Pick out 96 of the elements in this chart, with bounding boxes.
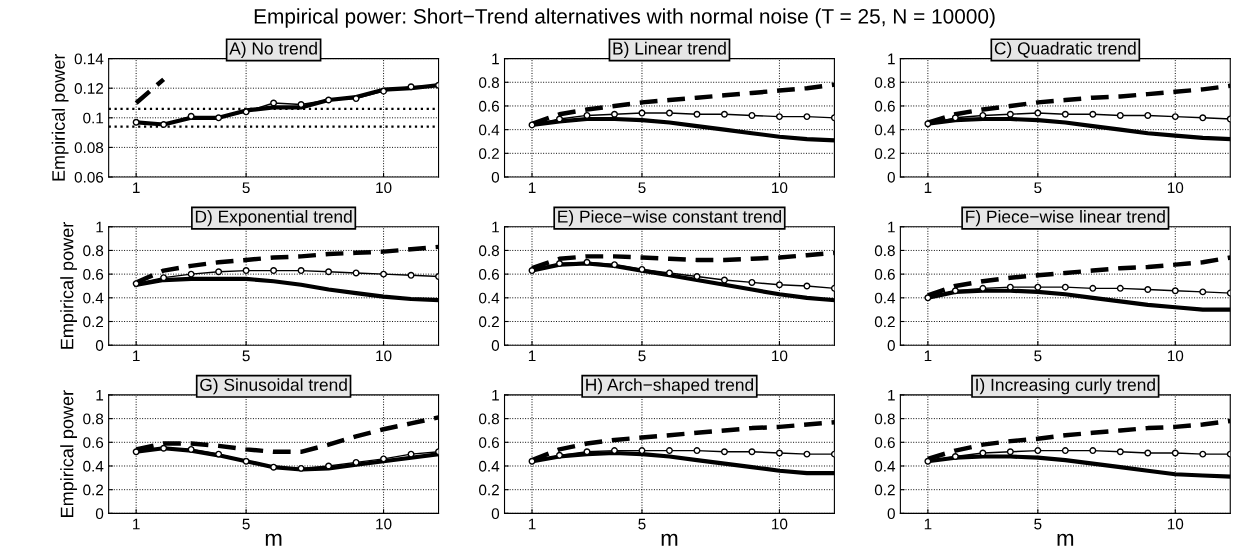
y-tick-label: 0: [491, 508, 500, 520]
x-tick-label: 5: [638, 350, 646, 362]
y-tick-label: 0.8: [479, 77, 499, 88]
chart-title: H) Arch−shaped trend: [586, 378, 754, 395]
text: Empirical power: Short−Trend alternatives with normal noise (T = 25, N = 10000): [254, 8, 995, 28]
y-tick-label: 1: [492, 53, 499, 65]
x-tick-label: 5: [638, 182, 646, 194]
x-tick-label: 1: [528, 182, 536, 193]
y-tick-label: 1: [888, 389, 895, 401]
y-tick-label: 0.1: [83, 112, 104, 124]
y-tick-label: 0.08: [74, 142, 104, 154]
y-tick-label: 1: [492, 221, 499, 233]
x-tick-label: 1: [924, 182, 932, 193]
y-tick-label: 0.4: [874, 124, 896, 136]
y-tick-label: 0.4: [83, 292, 104, 304]
y-tick-label: 0.4: [83, 460, 104, 472]
y-tick-label: 0.4: [479, 460, 500, 472]
y-tick-label: 0.2: [83, 484, 104, 496]
y-tick-label: 0.2: [479, 148, 499, 160]
y-tick-label: 0.2: [874, 484, 895, 496]
y-axis-title: Empirical power: [51, 53, 69, 181]
y-tick-label: 0.8: [83, 245, 104, 257]
y-tick-label: 0.2: [874, 148, 895, 160]
y-tick-label: 0.2: [479, 484, 499, 496]
y-tick-label: 1: [96, 221, 104, 233]
y-tick-label: 0.6: [874, 437, 895, 448]
y-tick-label: 0: [95, 340, 104, 351]
chart-title: I) Increasing curly trend: [976, 378, 1155, 395]
chart-title: D) Exponential trend: [195, 210, 352, 227]
y-axis-title: Empirical power: [60, 390, 78, 517]
y-tick-label: 0.6: [874, 100, 895, 112]
y-tick-label: 0.12: [74, 83, 104, 94]
y-tick-label: 0.2: [83, 316, 104, 328]
y-tick-label: 0.06: [74, 171, 104, 183]
x-tick-label: 10: [1167, 182, 1184, 194]
x-tick-label: 5: [242, 518, 250, 530]
y-tick-label: 0.4: [874, 460, 896, 472]
y-tick-label: 0.2: [479, 316, 499, 328]
chart-title: G) Sinusoidal trend: [200, 378, 347, 395]
x-tick-label: 5: [1034, 518, 1042, 530]
y-tick-label: 0: [491, 340, 500, 351]
y-tick-label: 0.4: [479, 124, 500, 136]
x-tick-label: 5: [242, 182, 250, 194]
y-tick-label: 0: [887, 171, 895, 183]
chart-title: B) Linear trend: [613, 41, 726, 59]
y-tick-label: 0.8: [83, 413, 104, 425]
y-tick-label: 0.6: [83, 269, 104, 280]
x-tick-label: 1: [528, 350, 536, 362]
y-tick-label: 0.6: [479, 269, 499, 280]
chart-title: C) Quadratic trend: [994, 41, 1136, 59]
x-tick-label: 10: [1167, 518, 1184, 530]
x-axis-title: m: [1057, 533, 1074, 546]
y-tick-label: 0.14: [74, 53, 104, 65]
y-tick-label: 1: [96, 389, 104, 401]
y-tick-label: 0.2: [874, 316, 895, 328]
x-tick-label: 1: [924, 350, 932, 362]
y-tick-label: 0.6: [874, 269, 895, 280]
chart-title: A) No trend: [229, 41, 317, 59]
y-tick-label: 0.8: [874, 413, 895, 425]
x-axis-title: m: [265, 533, 282, 546]
x-axis-title: m: [661, 533, 678, 546]
x-tick-label: 1: [924, 518, 932, 530]
x-tick-label: 5: [1034, 350, 1042, 362]
x-tick-label: 10: [772, 518, 788, 530]
x-tick-label: 10: [772, 350, 788, 362]
y-tick-label: 0.6: [83, 437, 104, 448]
x-tick-label: 1: [133, 182, 140, 193]
x-tick-label: 5: [1034, 182, 1042, 194]
x-tick-label: 1: [528, 518, 536, 530]
chart-title: E) Piece−wise constant trend: [558, 210, 782, 227]
y-tick-label: 0.4: [479, 292, 500, 304]
y-tick-label: 0.6: [479, 437, 499, 448]
x-tick-label: 5: [638, 518, 646, 530]
y-tick-label: 0: [95, 508, 104, 520]
x-tick-label: 10: [376, 518, 392, 530]
chart-title: F) Piece−wise linear trend: [966, 210, 1165, 227]
x-tick-label: 1: [133, 350, 140, 362]
y-tick-label: 0.8: [874, 245, 895, 257]
y-tick-label: 1: [888, 221, 895, 233]
x-tick-label: 10: [1167, 350, 1184, 362]
y-axis-title: Empirical power: [60, 222, 78, 349]
y-tick-label: 0.6: [479, 100, 499, 112]
y-tick-label: 1: [888, 53, 895, 65]
y-tick-label: 0: [491, 171, 500, 183]
x-tick-label: 10: [772, 182, 788, 194]
y-tick-label: 0: [887, 508, 895, 520]
y-tick-label: 0.8: [479, 413, 499, 425]
y-tick-label: 0.8: [874, 77, 895, 88]
x-tick-label: 10: [376, 182, 392, 194]
x-tick-label: 1: [133, 518, 140, 530]
y-tick-label: 1: [492, 389, 499, 401]
x-tick-label: 10: [376, 350, 392, 362]
y-tick-label: 0.8: [479, 245, 499, 257]
y-tick-label: 0: [887, 340, 895, 351]
x-tick-label: 5: [242, 350, 250, 362]
y-tick-label: 0.4: [874, 292, 896, 304]
